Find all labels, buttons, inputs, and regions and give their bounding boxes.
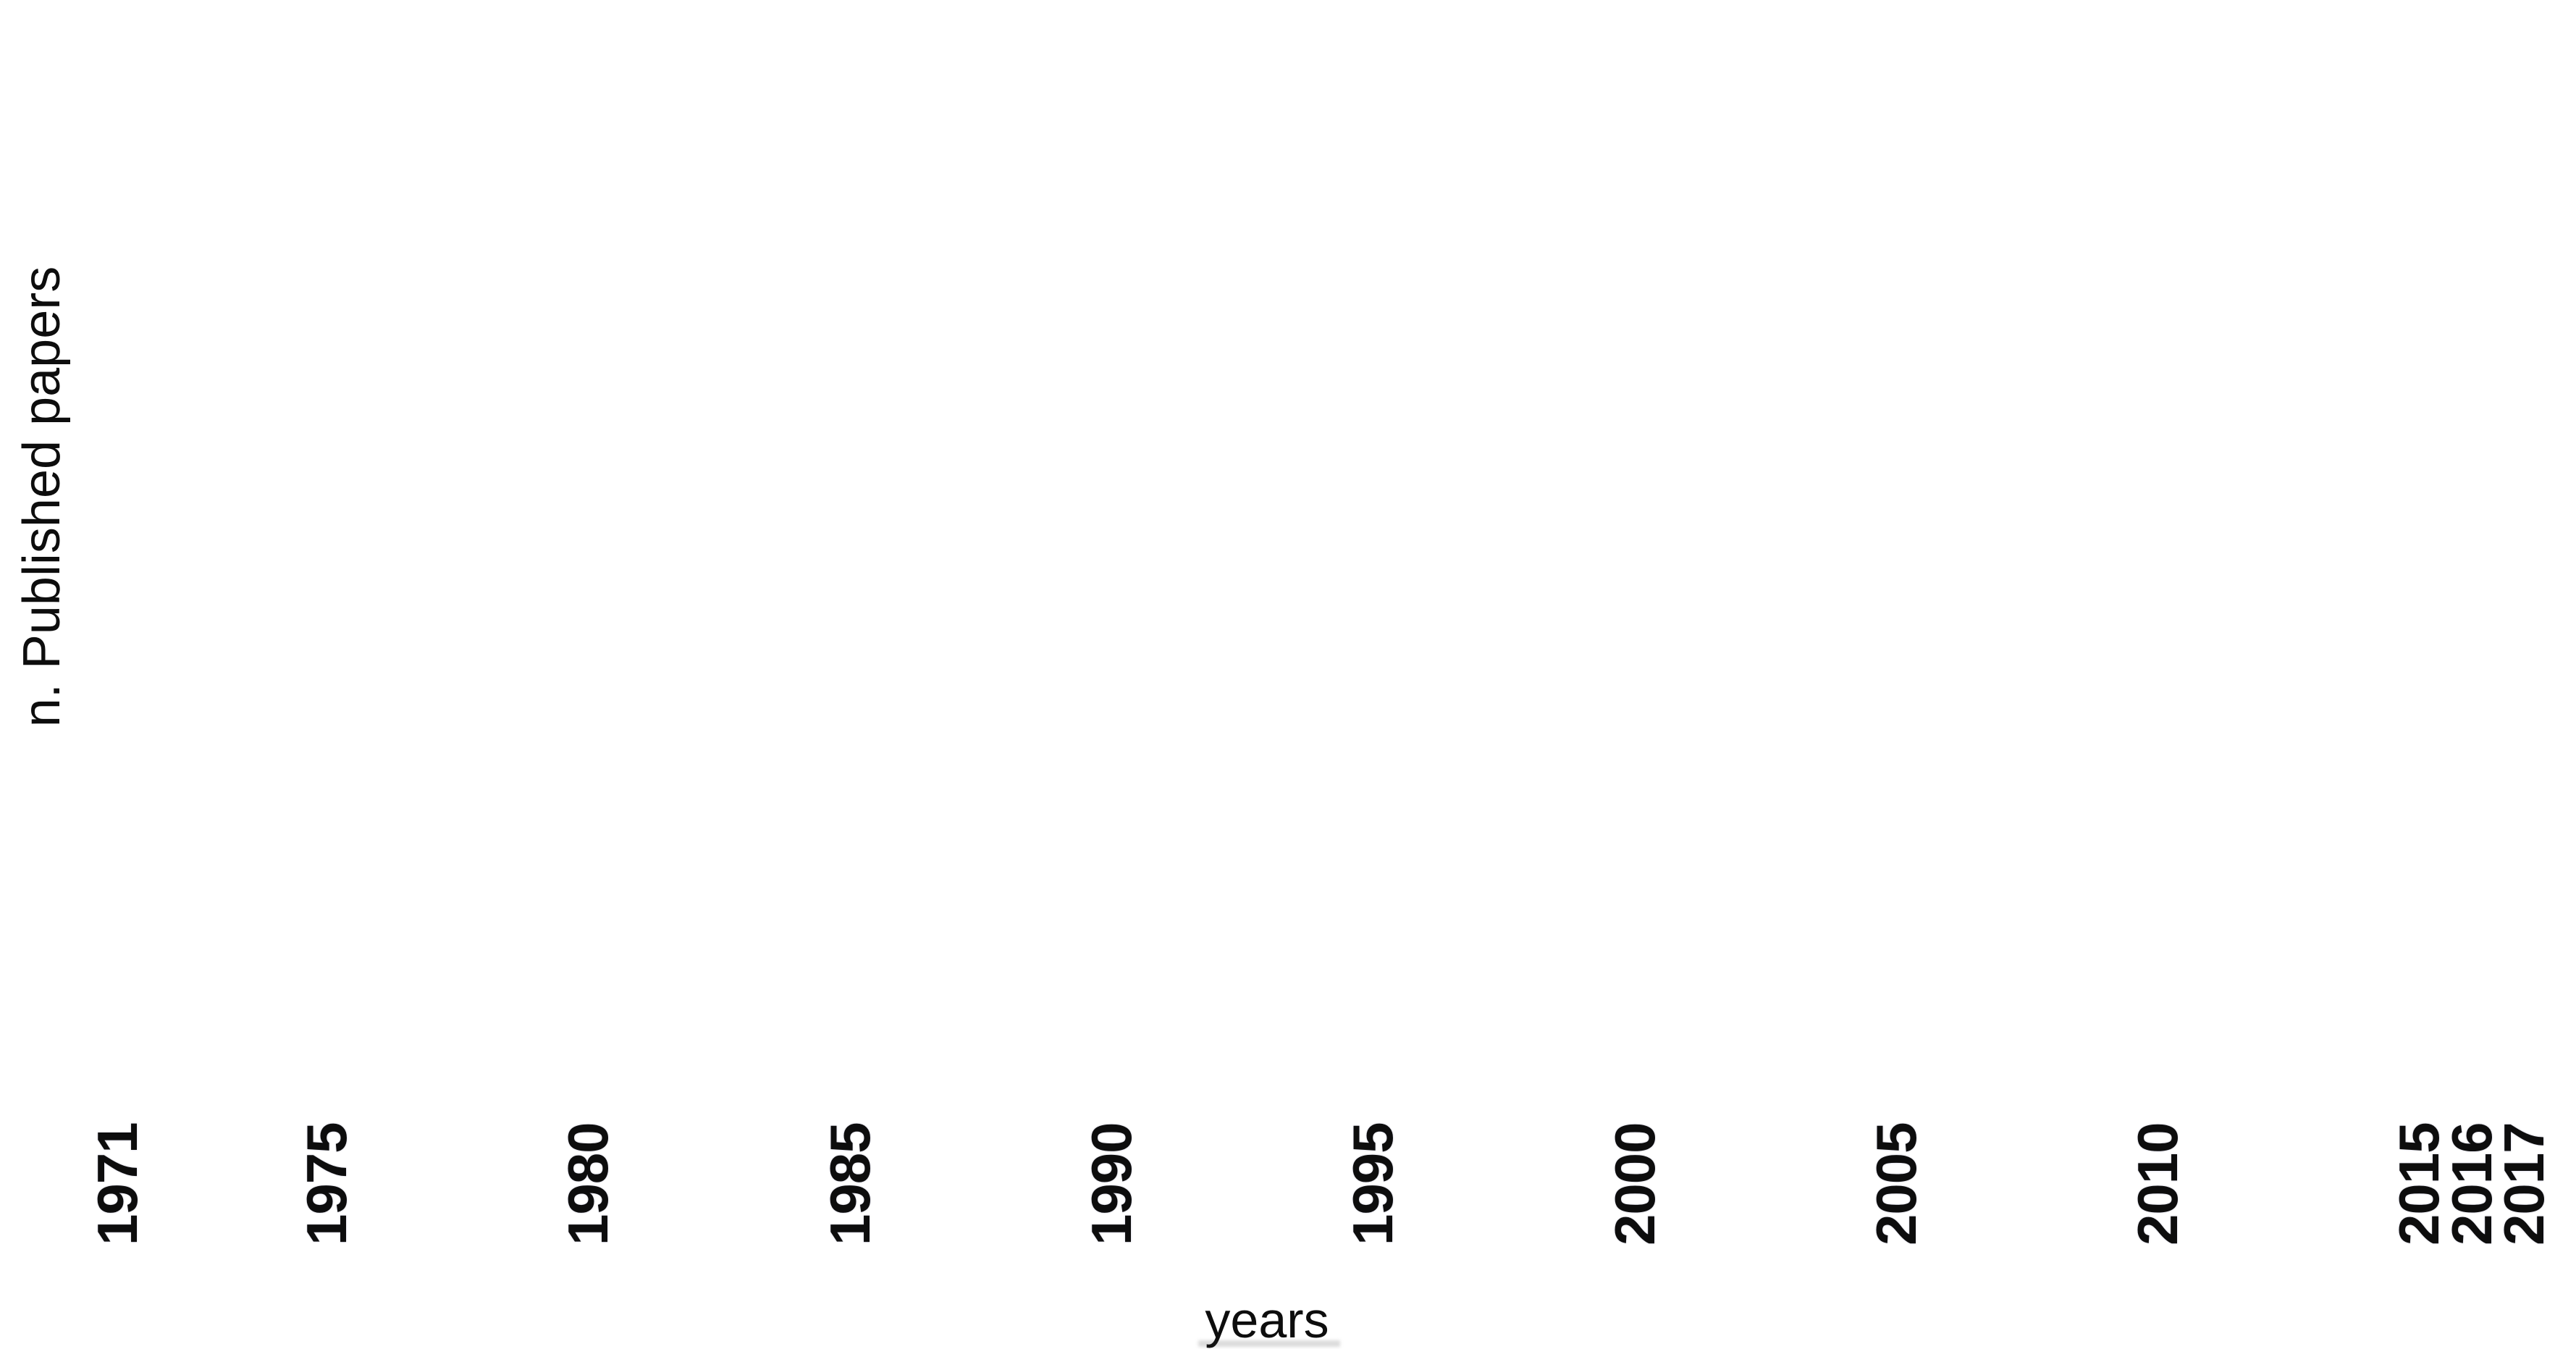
x-tick-label: 1975: [295, 1122, 359, 1245]
x-tick-label: 2010: [2126, 1122, 2190, 1245]
x-tick-label: 1971: [85, 1122, 149, 1245]
x-tick-label: 1990: [1079, 1122, 1143, 1245]
x-tick-label: 2005: [1864, 1122, 1928, 1245]
x-tick-label: 2000: [1602, 1122, 1667, 1245]
x-tick-label: 2017: [2491, 1122, 2556, 1245]
x-tick-label: 1995: [1341, 1122, 1405, 1245]
x-tick-label: 1980: [556, 1122, 620, 1245]
x-axis-title: years: [1205, 1292, 1329, 1348]
x-tick-label: 1985: [817, 1122, 882, 1245]
bottom-edge-artifact: [1198, 1340, 1340, 1347]
y-axis-title: n. Published papers: [13, 266, 71, 728]
